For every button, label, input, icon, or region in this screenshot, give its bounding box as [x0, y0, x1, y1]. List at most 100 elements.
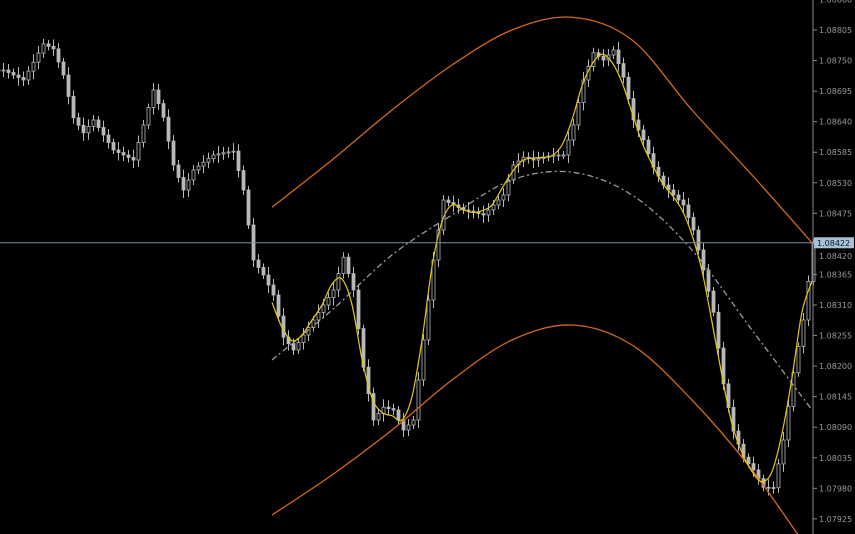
- candle-body: [56, 48, 61, 63]
- candle-body: [196, 165, 201, 171]
- candle-body: [701, 249, 706, 271]
- candle-body: [31, 61, 36, 72]
- candle-body: [266, 274, 271, 286]
- candle-body: [161, 103, 166, 118]
- candle-body: [201, 161, 206, 167]
- candle-body: [326, 297, 331, 306]
- y-tick-label: 1.08750: [819, 57, 852, 66]
- candle-body: [776, 463, 781, 489]
- candle-body: [226, 151, 231, 154]
- candle-body: [771, 487, 776, 489]
- candle-body: [26, 70, 31, 81]
- candle-body: [91, 119, 96, 127]
- candle-body: [571, 124, 576, 141]
- candle-body: [566, 139, 571, 156]
- candle-body: [371, 393, 376, 421]
- candle-body: [231, 150, 236, 153]
- candle-body: [696, 229, 701, 251]
- candle-body: [131, 157, 136, 161]
- candle-body: [301, 334, 306, 343]
- candle-body: [341, 256, 346, 275]
- candle-body: [71, 95, 76, 119]
- candle-body: [561, 154, 566, 157]
- candle-body: [641, 129, 646, 141]
- y-tick-label: 1.08585: [819, 148, 852, 157]
- candle-body: [676, 194, 681, 201]
- candle-body: [141, 124, 146, 143]
- middle-line: [271, 170, 813, 411]
- y-tick-label: 1.08200: [819, 362, 852, 371]
- candle-body: [601, 55, 606, 61]
- candle-body: [51, 45, 56, 50]
- candle-body: [746, 456, 751, 465]
- candle-body: [766, 486, 771, 489]
- y-tick-label: 1.08035: [819, 454, 852, 463]
- candle-body: [256, 259, 261, 268]
- candle-body: [106, 134, 111, 143]
- candle-body: [101, 127, 106, 136]
- y-tick-label: 1.08530: [819, 179, 852, 188]
- candle-body: [116, 149, 121, 153]
- candle-body: [351, 273, 356, 291]
- candle-body: [76, 117, 81, 126]
- candle-body: [711, 290, 716, 313]
- upper-band-line: [271, 16, 813, 244]
- overlays-layer: [271, 16, 813, 534]
- candle-body: [6, 69, 11, 73]
- candle-body: [241, 170, 246, 191]
- candle-body: [801, 319, 806, 347]
- candle-body: [151, 89, 156, 108]
- candle-body: [496, 199, 501, 206]
- candle-body: [356, 289, 361, 330]
- candle-body: [671, 189, 676, 196]
- candle-body: [626, 76, 631, 100]
- candle-body: [616, 49, 621, 65]
- y-tick-label: 1.08420: [819, 252, 852, 261]
- candle-body: [386, 406, 391, 410]
- candle-body: [686, 204, 691, 218]
- candle-body: [681, 199, 686, 206]
- candle-body: [501, 194, 506, 201]
- candle-body: [806, 280, 811, 321]
- candle-body: [296, 342, 301, 351]
- candle-body: [796, 345, 801, 374]
- candle-body: [426, 299, 431, 341]
- candle-body: [36, 52, 41, 63]
- y-tick-label: 1.07980: [819, 484, 852, 493]
- candle-body: [211, 154, 216, 160]
- candle-body: [781, 439, 786, 465]
- candle-body: [481, 213, 486, 216]
- candle-body: [21, 77, 26, 81]
- candle-body: [276, 294, 281, 317]
- candle-body: [446, 199, 451, 203]
- candle-body: [576, 102, 581, 126]
- candle-body: [636, 119, 641, 131]
- candle-body: [416, 379, 421, 421]
- candle-body: [176, 164, 181, 178]
- candle-body: [611, 49, 616, 56]
- candle-body: [706, 269, 711, 292]
- current-price-label-bg: [814, 237, 854, 249]
- candle-body: [236, 150, 241, 171]
- candle-body: [621, 63, 626, 78]
- candle-body: [166, 116, 171, 142]
- candle-body: [86, 125, 91, 134]
- y-tick-label: 1.08090: [819, 423, 852, 432]
- candle-body: [46, 43, 51, 47]
- candle-body: [261, 267, 266, 276]
- candle-body: [171, 140, 176, 166]
- candle-body: [111, 142, 116, 151]
- candle-body: [181, 177, 186, 191]
- candle-body: [146, 107, 151, 126]
- y-tick-label: 1.08640: [819, 118, 852, 127]
- candle-body: [186, 179, 191, 191]
- candle-body: [66, 74, 71, 97]
- y-tick-label: 1.08475: [819, 209, 852, 218]
- candle-body: [531, 158, 536, 161]
- candle-body: [491, 204, 496, 211]
- candle-body: [16, 74, 21, 78]
- candle-body: [321, 304, 326, 313]
- candle-body: [396, 409, 401, 421]
